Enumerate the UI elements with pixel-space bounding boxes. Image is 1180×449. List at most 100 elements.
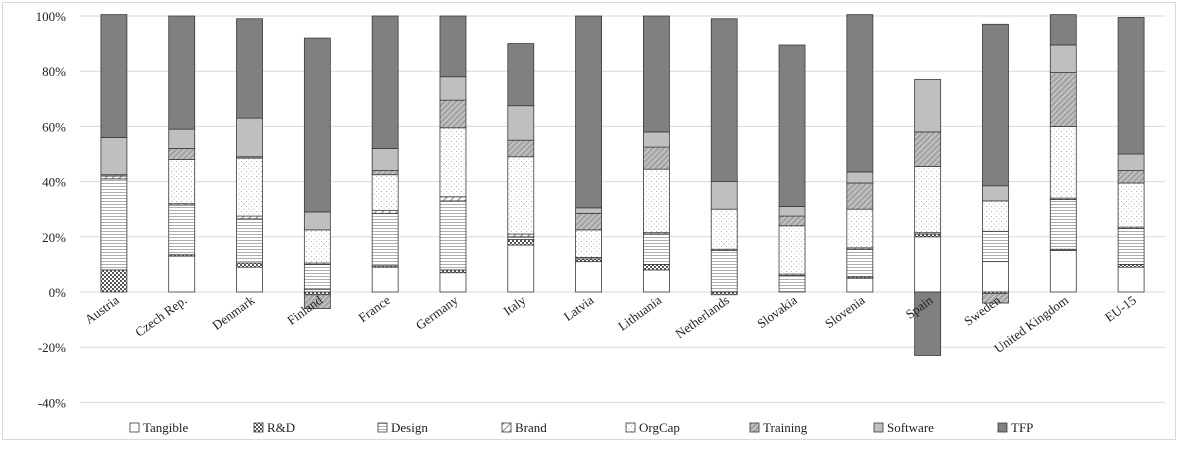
bars bbox=[100, 14, 1145, 356]
bar-segment bbox=[439, 196, 467, 202]
x-tick-label: Czech Rep. bbox=[132, 292, 189, 339]
bar-segment bbox=[303, 294, 331, 309]
bar-segment bbox=[236, 266, 263, 293]
bar-segment bbox=[982, 261, 1009, 293]
bar-segment bbox=[914, 291, 942, 356]
bar-segment bbox=[914, 166, 942, 234]
bar-segment bbox=[1117, 228, 1145, 265]
bar-segment bbox=[236, 117, 263, 158]
bar-segment bbox=[1049, 44, 1077, 73]
y-tick-label: 100% bbox=[36, 9, 67, 24]
bar-segment bbox=[710, 18, 738, 182]
bar-segment bbox=[100, 14, 128, 138]
y-tick-label: 80% bbox=[42, 64, 66, 79]
bar-segment bbox=[710, 250, 738, 293]
bar-segment bbox=[236, 215, 263, 220]
y-tick-label: 60% bbox=[42, 119, 66, 134]
bar-segment bbox=[575, 207, 602, 214]
bar-segment bbox=[1049, 250, 1077, 293]
x-tick-label: Latvia bbox=[561, 292, 597, 324]
bar-segment bbox=[168, 15, 196, 130]
x-tick-label: Denmark bbox=[209, 292, 257, 333]
bar-segment bbox=[371, 210, 399, 214]
bar-segment bbox=[236, 218, 263, 264]
x-tick-label: EU-15 bbox=[1102, 292, 1139, 325]
legend-label: Tangible bbox=[143, 420, 189, 435]
bar-segment bbox=[507, 233, 535, 238]
bar-segment bbox=[778, 44, 806, 207]
bar-segment bbox=[1117, 16, 1145, 155]
bar-segment bbox=[846, 182, 874, 210]
legend-swatch bbox=[997, 422, 1008, 433]
bar-segment bbox=[507, 244, 535, 293]
legend-swatch bbox=[129, 422, 140, 433]
x-tick-label: Austria bbox=[82, 292, 122, 327]
bar-segment bbox=[100, 175, 128, 180]
y-tick-label: 40% bbox=[42, 175, 66, 190]
bar-segment bbox=[303, 263, 331, 290]
bar-segment bbox=[1049, 72, 1077, 127]
bar-segment bbox=[914, 236, 942, 293]
legend-label: Brand bbox=[515, 420, 547, 435]
bar-segment bbox=[575, 15, 602, 209]
bar-segment bbox=[982, 230, 1009, 263]
bar-segment bbox=[371, 266, 399, 293]
x-axis-labels: Austria Czech Rep. Denmark Finland France Ger… bbox=[82, 292, 1139, 356]
bar-segment bbox=[168, 255, 196, 293]
bar-segment bbox=[846, 171, 874, 184]
bar-segment bbox=[1049, 126, 1077, 199]
bar-segment bbox=[1117, 153, 1145, 171]
bar-segment bbox=[439, 76, 467, 101]
bar-segment bbox=[439, 127, 467, 198]
bar-segment bbox=[507, 105, 535, 141]
bar-segment bbox=[846, 277, 874, 293]
bar-segment bbox=[168, 148, 196, 160]
legend-swatch bbox=[501, 422, 512, 433]
bar-segment bbox=[507, 236, 535, 240]
legend-swatch bbox=[625, 422, 636, 433]
bar-segment bbox=[1117, 182, 1145, 228]
x-tick-label: France bbox=[355, 292, 393, 325]
x-tick-label: Lithuania bbox=[615, 292, 664, 334]
bar-segment bbox=[575, 258, 602, 263]
bar-segment bbox=[575, 261, 602, 293]
bar-segment bbox=[100, 178, 128, 271]
bar-segment bbox=[1049, 199, 1077, 250]
y-axis: -40% -20% 0% 20% 40% 60% 80% 100% bbox=[36, 9, 67, 410]
bar-segment bbox=[507, 43, 535, 107]
legend-label: TFP bbox=[1011, 420, 1033, 435]
legend-label: OrgCap bbox=[639, 420, 680, 435]
bar-segment bbox=[168, 128, 196, 149]
bar-segment bbox=[982, 23, 1009, 187]
y-tick-label: -20% bbox=[38, 340, 66, 355]
bar-segment bbox=[778, 215, 806, 227]
bar-segment bbox=[778, 275, 806, 293]
bar-segment bbox=[303, 37, 331, 213]
bar-segment bbox=[371, 170, 399, 176]
y-tick-label: 0% bbox=[49, 285, 67, 300]
bar-segment bbox=[1049, 14, 1077, 46]
bar-segment bbox=[643, 15, 670, 133]
bar-segment bbox=[575, 229, 602, 258]
bar-segment bbox=[439, 200, 467, 271]
bar-segment bbox=[643, 168, 670, 234]
bar-segment bbox=[778, 225, 806, 275]
bar-segment bbox=[100, 269, 128, 293]
bar-segment bbox=[303, 229, 331, 264]
x-tick-label: Italy bbox=[500, 292, 528, 318]
bar-segment bbox=[507, 139, 535, 158]
legend: Tangible R&D Design Brand OrgCap Training Soft… bbox=[129, 420, 1033, 435]
bar-segment bbox=[236, 18, 263, 119]
legend-swatch bbox=[253, 422, 264, 433]
legend-label: R&D bbox=[267, 420, 295, 435]
bar-segment bbox=[982, 200, 1009, 232]
bar-segment bbox=[643, 131, 670, 148]
bar-segment bbox=[168, 204, 196, 256]
legend-label: Training bbox=[763, 420, 808, 435]
bar-segment bbox=[710, 208, 738, 250]
bar-segment bbox=[303, 211, 331, 231]
bar-segment bbox=[439, 15, 467, 78]
bar-segment bbox=[507, 156, 535, 235]
